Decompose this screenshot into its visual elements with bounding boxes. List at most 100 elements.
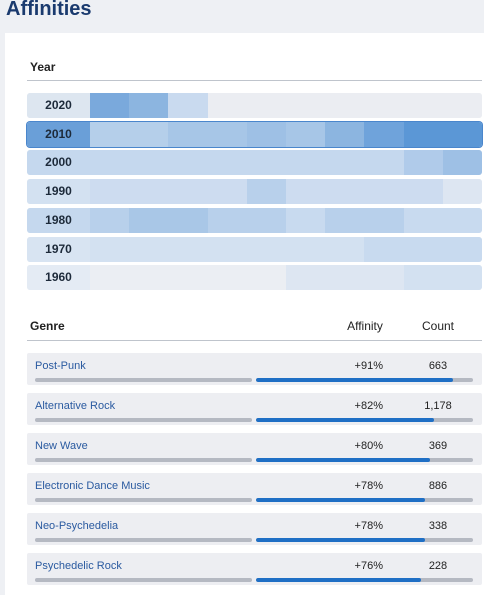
heat-cell <box>168 236 209 262</box>
affinity-bar <box>256 418 434 422</box>
affinity-bar <box>256 378 454 382</box>
heat-cell <box>129 121 169 147</box>
heat-cell <box>246 150 287 176</box>
affinity-label: +80% <box>354 440 383 452</box>
heat-cell <box>325 93 365 118</box>
heat-cell <box>325 179 365 205</box>
heat-cell <box>168 150 209 176</box>
affinity-track <box>256 418 473 422</box>
heat-cell <box>168 121 209 147</box>
affinity-label: +78% <box>354 480 383 492</box>
affinity-track <box>256 498 473 502</box>
year-label: 2000 <box>27 150 90 176</box>
heat-cell <box>90 121 130 147</box>
year-label: 2020 <box>27 93 90 118</box>
heat-cell <box>129 150 169 176</box>
heat-cell <box>286 150 326 176</box>
heat-cell <box>207 93 248 118</box>
heat-cell <box>90 207 130 233</box>
affinity-label: +78% <box>354 520 383 532</box>
year-row: 1980 <box>27 207 482 233</box>
heat-cell <box>364 236 405 262</box>
heat-cell <box>207 236 248 262</box>
heat-cell <box>364 121 405 147</box>
heat-cell <box>325 207 365 233</box>
heat-cell <box>129 236 169 262</box>
heat-cell <box>403 150 444 176</box>
genre-row: Psychedelic Rock +76% 228 <box>27 553 482 585</box>
genre-row: Alternative Rock +82% 1,178 <box>27 393 482 425</box>
genre-name[interactable]: Neo-Psychedelia <box>35 520 119 532</box>
heat-cell <box>442 265 482 291</box>
heat-cell <box>129 207 169 233</box>
heat-cell <box>325 236 365 262</box>
heat-cell <box>246 121 287 147</box>
heat-cell <box>364 150 405 176</box>
genre-row: Electronic Dance Music +78% 886 <box>27 473 482 505</box>
heat-cell <box>286 179 326 205</box>
heat-cell <box>129 265 169 291</box>
heat-cell <box>90 236 130 262</box>
heat-cell <box>286 236 326 262</box>
affinity-track <box>256 458 473 462</box>
heat-cell <box>364 207 405 233</box>
affinity-label: +91% <box>354 360 383 372</box>
genre-name[interactable]: Psychedelic Rock <box>35 560 122 572</box>
heat-cell <box>442 179 482 205</box>
heat-cell <box>286 207 326 233</box>
affinity-label: +76% <box>354 560 383 572</box>
heat-cell <box>442 150 482 176</box>
heat-cell <box>129 93 169 118</box>
heat-cell <box>246 179 287 205</box>
year-row: 2020 <box>27 93 482 118</box>
heat-cell <box>168 179 209 205</box>
year-row: 1970 <box>27 236 482 262</box>
count-col-header: Count <box>421 319 455 333</box>
genre-name[interactable]: Electronic Dance Music <box>35 480 150 492</box>
count-label: 228 <box>428 560 448 572</box>
genre-name[interactable]: New Wave <box>35 440 88 452</box>
heat-cell <box>207 121 248 147</box>
genre-row: Neo-Psychedelia +78% 338 <box>27 513 482 545</box>
count-track <box>35 538 252 542</box>
genre-col-header: Genre <box>30 319 65 333</box>
heat-cell <box>442 121 482 147</box>
heat-cell <box>403 121 444 147</box>
heat-cell <box>168 93 209 118</box>
genre-name[interactable]: Alternative Rock <box>35 400 116 412</box>
count-track <box>35 458 252 462</box>
heat-cell <box>403 93 444 118</box>
heat-cell <box>442 207 482 233</box>
heat-cell <box>325 121 365 147</box>
heat-cell <box>325 150 365 176</box>
heat-cell <box>246 265 287 291</box>
count-track <box>35 418 252 422</box>
affinity-bar <box>256 458 430 462</box>
year-label: 1980 <box>27 207 90 233</box>
heat-cell <box>403 207 444 233</box>
page-title: Affinities <box>6 0 92 20</box>
heat-cell <box>442 236 482 262</box>
heat-cell <box>90 93 130 118</box>
count-label: 369 <box>428 440 448 452</box>
heat-cell <box>207 265 248 291</box>
year-heading: Year <box>30 60 56 74</box>
affinity-col-header: Affinity <box>347 319 383 333</box>
year-row: 1960 <box>27 265 482 291</box>
heat-cell <box>129 179 169 205</box>
heat-cell <box>246 93 287 118</box>
year-row: 2010 <box>27 121 482 147</box>
year-label: 2010 <box>27 121 90 147</box>
heat-cell <box>364 179 405 205</box>
year-row: 2000 <box>27 150 482 176</box>
affinity-track <box>256 578 473 582</box>
genre-name[interactable]: Post-Punk <box>35 360 86 372</box>
affinity-label: +82% <box>354 400 383 412</box>
affinity-track <box>256 538 473 542</box>
heat-cell <box>286 93 326 118</box>
affinity-bar <box>256 538 426 542</box>
year-label: 1970 <box>27 236 90 262</box>
heat-cell <box>442 93 482 118</box>
heat-cell <box>364 93 405 118</box>
